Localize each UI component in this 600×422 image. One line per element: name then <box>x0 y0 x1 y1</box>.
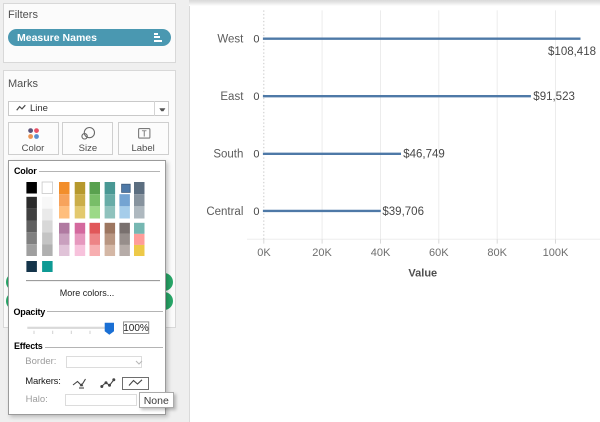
svg-text:40K: 40K <box>371 247 391 259</box>
svg-text:60K: 60K <box>429 247 449 259</box>
svg-text:0: 0 <box>253 149 259 161</box>
svg-text:West: West <box>217 34 244 46</box>
svg-text:100K: 100K <box>543 247 569 259</box>
svg-text:0: 0 <box>253 91 259 103</box>
svg-text:South: South <box>213 149 243 161</box>
svg-text:East: East <box>220 91 244 103</box>
svg-text:$108,418: $108,418 <box>548 46 596 58</box>
svg-text:20K: 20K <box>312 247 332 259</box>
svg-text:0: 0 <box>253 34 259 46</box>
svg-text:T: T <box>142 129 147 138</box>
svg-text:80K: 80K <box>487 247 507 259</box>
svg-text:0K: 0K <box>257 247 271 259</box>
svg-text:0: 0 <box>253 206 259 218</box>
svg-text:$46,749: $46,749 <box>403 149 445 161</box>
svg-text:100%: 100% <box>123 323 149 334</box>
svg-text:$39,706: $39,706 <box>382 206 424 218</box>
svg-text:Central: Central <box>206 206 243 218</box>
svg-text:$91,523: $91,523 <box>533 91 575 103</box>
svg-text:Value: Value <box>408 268 437 280</box>
